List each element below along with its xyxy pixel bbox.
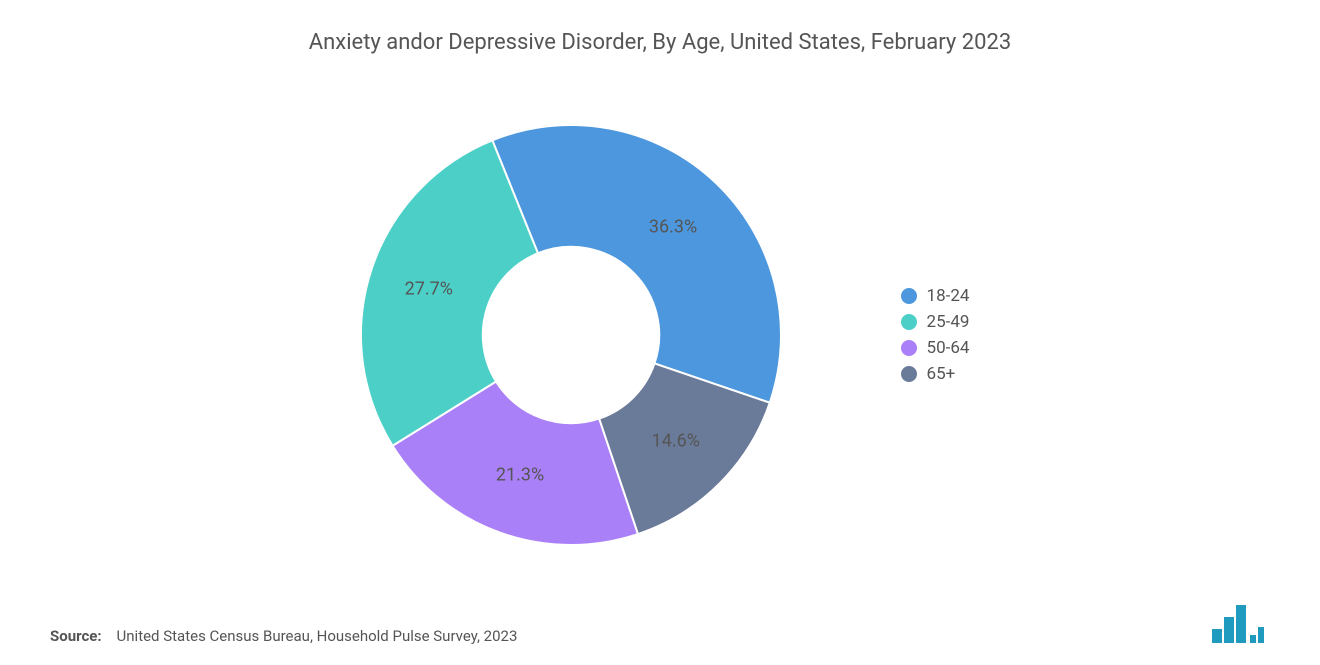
chart-row: 36.3% 14.6% 21.3% 27.7% 18-24 25-49 50-64 65+ (50, 75, 1270, 595)
legend-item-50-64: 50-64 (901, 338, 970, 358)
legend-label: 65+ (927, 364, 956, 384)
legend-swatch (901, 340, 917, 356)
chart-container: Anxiety andor Depressive Disorder, By Ag… (0, 0, 1320, 665)
brand-logo (1210, 605, 1270, 645)
legend-swatch (901, 366, 917, 382)
footer: Source: United States Census Bureau, Hou… (50, 605, 1270, 645)
legend-item-25-49: 25-49 (901, 312, 970, 332)
donut-svg (351, 115, 791, 555)
legend-label: 25-49 (927, 312, 970, 332)
slice-label-18-24: 36.3% (649, 216, 697, 237)
slice-label-65+: 14.6% (652, 430, 700, 451)
legend-swatch (901, 314, 917, 330)
legend: 18-24 25-49 50-64 65+ (901, 286, 970, 384)
donut-chart: 36.3% 14.6% 21.3% 27.7% (351, 115, 791, 555)
chart-title: Anxiety andor Depressive Disorder, By Ag… (50, 30, 1270, 55)
legend-label: 50-64 (927, 338, 970, 358)
legend-label: 18-24 (927, 286, 970, 306)
source-text: United States Census Bureau, Household P… (117, 627, 518, 645)
donut-hole (482, 247, 658, 423)
slice-label-25-49: 27.7% (405, 278, 453, 299)
legend-item-65+: 65+ (901, 364, 970, 384)
source-prefix: Source: (50, 627, 102, 645)
legend-swatch (901, 288, 917, 304)
source-line: Source: United States Census Bureau, Hou… (50, 627, 517, 645)
slice-label-50-64: 21.3% (496, 465, 544, 486)
legend-item-18-24: 18-24 (901, 286, 970, 306)
